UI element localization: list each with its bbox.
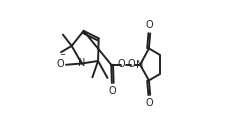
Text: N: N	[136, 60, 144, 70]
Text: O: O	[145, 98, 153, 108]
Text: O: O	[56, 59, 64, 69]
Text: O: O	[145, 20, 153, 30]
Text: N: N	[78, 59, 86, 68]
Text: O: O	[118, 59, 125, 69]
Text: O: O	[127, 59, 135, 69]
Text: −: −	[59, 52, 65, 58]
Text: O: O	[108, 86, 116, 96]
